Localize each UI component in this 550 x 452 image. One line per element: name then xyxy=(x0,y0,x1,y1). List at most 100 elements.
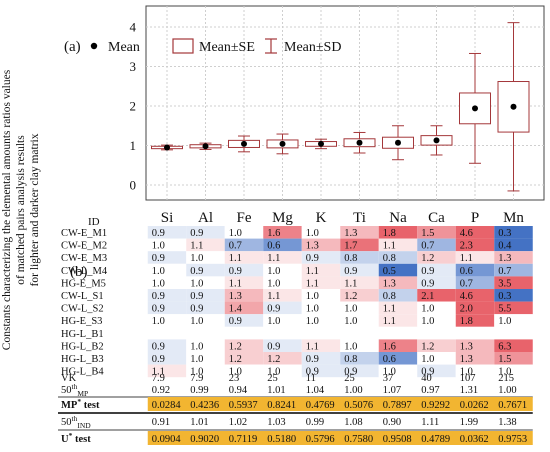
heatmap-cell xyxy=(301,352,341,365)
heatmap-cell xyxy=(340,276,379,289)
column-header-fe: Fe xyxy=(237,210,252,226)
cell-value: 0.7 xyxy=(421,241,434,252)
row-id: CW-L_S2 xyxy=(61,304,104,315)
table-row: HG-L_B3 0.9 1.0 1.2 1.2 0.9 0.8 0.6 1.0 1.3 1.5 xyxy=(61,352,533,365)
cell-value: 3.5 xyxy=(498,278,511,289)
vk-row: VK 7.9 7.9 23 25 11 25 37 40 107 215 xyxy=(61,373,514,384)
table-row: CW-E_M1 0.9 0.9 1.0 1.6 1.0 1.3 1.8 1.5 4.6 0.3 xyxy=(61,226,533,239)
cell-value: 0.5 xyxy=(383,266,396,277)
cell-value: 1.0 xyxy=(267,367,280,378)
mean-marker-ca xyxy=(433,137,440,144)
heatmap-cell xyxy=(224,226,264,239)
heatmap-cell xyxy=(417,364,456,378)
cell-value: 1.0 xyxy=(229,367,242,378)
heatmap-cell xyxy=(186,364,225,378)
table-row: CW-L_S2 0.9 0.9 1.4 0.9 1.0 1.0 1.1 1.0 2.0 5.5 xyxy=(61,301,533,315)
mean-marker-al xyxy=(202,143,209,150)
cell-value: 1.0 xyxy=(306,316,319,327)
cell-value: 1.0 xyxy=(383,367,396,378)
u-test-row-label: U* test xyxy=(61,431,91,445)
column-header-mn: Mn xyxy=(503,210,524,226)
heatmap-cell xyxy=(224,364,264,378)
cell-value: 2.3 xyxy=(460,241,473,252)
cell-value: 1.4 xyxy=(229,304,243,315)
heatmap-cell xyxy=(378,251,418,264)
heatmap-cell xyxy=(301,364,341,378)
legend-se-label: Mean±SE xyxy=(199,40,255,55)
heatmap-cell xyxy=(147,364,187,378)
vk-row-value: 11 xyxy=(306,373,316,384)
heatmap-cell xyxy=(340,238,379,252)
mp-test-row-value: 0.9292 xyxy=(421,400,450,411)
legend-sd-label: Mean±SD xyxy=(284,40,341,55)
mean-marker-na xyxy=(395,139,401,146)
mp50-row: 50thMP 0.92 0.99 0.94 1.01 1.04 1.00 1.07 0.97 1.… xyxy=(61,382,517,398)
cell-value: 0.9 xyxy=(152,228,165,239)
mp-test-row-value: 0.5937 xyxy=(229,400,258,411)
heatmap-cell xyxy=(417,326,456,340)
heatmap-cell xyxy=(224,352,264,365)
cell-value: 1.0 xyxy=(344,316,357,327)
cell-value: 1.0 xyxy=(152,278,165,289)
u-test-row-value: 0.5796 xyxy=(306,434,335,445)
heatmap-cell xyxy=(417,352,456,365)
cell-value: 1.0 xyxy=(421,304,434,315)
cell-value: 5.5 xyxy=(498,304,511,315)
cell-value: 1.3 xyxy=(229,291,242,302)
cell-value: 1.1 xyxy=(344,278,357,289)
u-test-row-value: 0.4789 xyxy=(421,434,450,445)
u-test-row-highlight xyxy=(147,431,533,445)
mp-test-row-highlight xyxy=(147,397,533,411)
y-axis-title-line-1: Constants characterizing the elemental a… xyxy=(1,69,13,350)
mean-marker-mn xyxy=(510,103,517,110)
heatmap-cell xyxy=(301,301,341,315)
heatmap-cell xyxy=(494,276,533,289)
boxes xyxy=(151,22,530,192)
heatmap-cell xyxy=(301,326,341,340)
column-header-si: Si xyxy=(161,210,174,226)
cell-value: 1.0 xyxy=(267,316,280,327)
heatmap-cell xyxy=(263,364,302,378)
mp50-row-value: 1.04 xyxy=(306,385,325,396)
heatmap-cell xyxy=(494,226,533,239)
heatmap-cell xyxy=(147,339,187,352)
cell-value: 1.5 xyxy=(498,354,511,365)
cell-value: 1.8 xyxy=(383,228,396,239)
ind50-row-value: 1.99 xyxy=(460,417,478,428)
cell-value: 0.9 xyxy=(190,266,203,277)
heatmap-cell xyxy=(494,364,533,378)
y-tick-label: 0 xyxy=(130,178,137,193)
cell-value: 1.7 xyxy=(344,241,357,252)
heatmap-cell xyxy=(417,226,456,239)
cell-value: 0.9 xyxy=(152,304,165,315)
mp50-row-value: 1.07 xyxy=(383,385,401,396)
u-test-row-value: 0.9020 xyxy=(190,434,219,445)
cell-value: 1.2 xyxy=(229,341,242,352)
heatmap-cell xyxy=(224,326,264,340)
heatmap-cell xyxy=(417,314,456,327)
cell-value: 1.0 xyxy=(344,341,357,352)
heatmap-cell xyxy=(455,276,495,289)
cell-value: 1.0 xyxy=(306,304,319,315)
heatmap-cell xyxy=(147,226,187,239)
table-row: CW-E_M3 0.9 1.0 1.1 1.1 0.9 0.8 0.8 1.2 1.1 1.3 xyxy=(61,251,533,264)
cell-value: 2.0 xyxy=(460,304,473,315)
column-header-mg: Mg xyxy=(272,210,293,226)
heatmap-cell xyxy=(147,276,187,289)
heatmap-cell xyxy=(186,289,225,302)
cell-value: 1.0 xyxy=(190,341,203,352)
heatmap-cell xyxy=(147,238,187,252)
cell-value: 0.6 xyxy=(460,266,473,277)
heatmap-cell xyxy=(340,251,379,264)
u-test-row-value: 0.7580 xyxy=(344,434,373,445)
cell-value: 1.3 xyxy=(460,341,473,352)
cell-value: 0.8 xyxy=(344,253,357,264)
cell-value: 2.1 xyxy=(421,291,434,302)
cell-value: 1.0 xyxy=(344,304,357,315)
cell-value: 1.2 xyxy=(267,354,280,365)
heatmap-cell xyxy=(224,276,264,289)
table-row: CW-L_S1 0.9 0.9 1.3 1.1 1.0 1.2 0.8 2.1 4.6 0.3 xyxy=(61,289,533,302)
heatmap-cell xyxy=(301,251,341,264)
cell-value: 0.9 xyxy=(421,266,434,277)
heatmap-cell xyxy=(417,276,456,289)
